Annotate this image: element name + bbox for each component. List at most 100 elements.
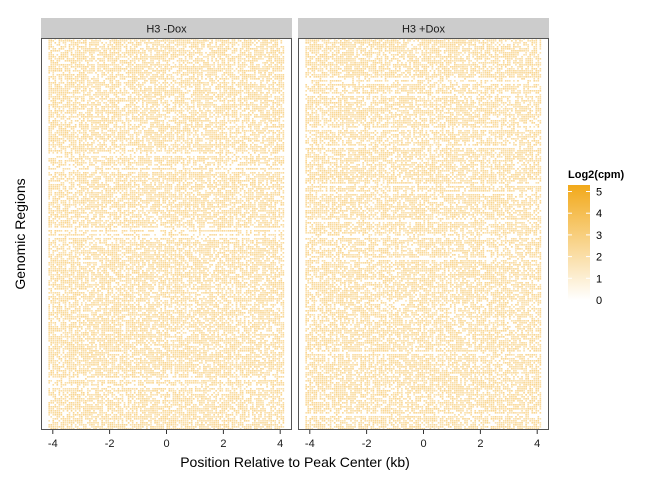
heatmap-cell [162, 138, 165, 140]
heatmap-cell [109, 44, 112, 46]
heatmap-cell [50, 150, 53, 152]
heatmap-cell [225, 76, 228, 78]
heatmap-cell [258, 128, 260, 130]
heatmap-cell [107, 148, 110, 150]
heatmap-cell [162, 46, 165, 48]
heatmap-cell [274, 118, 277, 120]
heatmap-cell [68, 160, 71, 162]
heatmap-cell [221, 52, 224, 54]
heatmap-cell [262, 98, 264, 100]
heatmap-cell [172, 160, 175, 162]
heatmap-cell [247, 48, 250, 50]
heatmap-cell [203, 156, 205, 158]
heatmap-cell [123, 148, 126, 150]
heatmap-cell [162, 108, 165, 110]
heatmap-cell [91, 124, 93, 126]
heatmap-cell [197, 46, 199, 48]
heatmap-cell [268, 140, 270, 142]
heatmap-cell [219, 152, 222, 154]
heatmap-cell [107, 158, 110, 160]
heatmap-cell [237, 78, 240, 80]
heatmap-cell [52, 74, 55, 76]
heatmap-cell [276, 58, 279, 60]
heatmap-cell [221, 62, 224, 64]
heatmap-cell [164, 110, 167, 112]
heatmap-cell [215, 52, 217, 54]
heatmap-cell [243, 132, 246, 134]
heatmap-cell [58, 58, 61, 60]
heatmap-cell [211, 122, 213, 124]
heatmap-cell [125, 100, 128, 102]
heatmap-cell [252, 66, 254, 68]
heatmap-cell [125, 60, 128, 62]
heatmap-cell [205, 112, 207, 114]
heatmap-cell [168, 48, 171, 50]
heatmap-cell [121, 40, 124, 42]
heatmap-cell [250, 102, 252, 104]
heatmap-cell [209, 46, 211, 48]
heatmap-cell [103, 84, 105, 86]
heatmap-cell [99, 94, 101, 96]
heatmap-cell [197, 96, 199, 98]
heatmap-cell [89, 48, 91, 50]
heatmap-cell [115, 68, 118, 70]
heatmap-cell [201, 138, 203, 140]
heatmap-cell [278, 146, 281, 148]
heatmap-cell [243, 58, 246, 60]
heatmap-cell [58, 114, 61, 116]
heatmap-cell [217, 46, 219, 48]
heatmap-cell [56, 70, 59, 72]
heatmap-cell [215, 122, 217, 124]
heatmap-cell [125, 46, 128, 48]
heatmap-cell [68, 106, 71, 108]
heatmap-cell [201, 144, 203, 146]
heatmap-cell [97, 76, 99, 78]
heatmap-cell [56, 60, 59, 62]
heatmap-cell [172, 102, 175, 104]
heatmap-cell [54, 92, 57, 94]
heatmap-cell [235, 110, 238, 112]
heatmap-cell [166, 134, 169, 136]
heatmap-cell [217, 80, 219, 82]
heatmap-cell [64, 96, 67, 98]
heatmap-cell [113, 134, 116, 136]
heatmap-cell [50, 42, 53, 44]
heatmap-cell [176, 60, 179, 62]
heatmap-cell [111, 106, 114, 108]
heatmap-cell [209, 42, 211, 44]
heatmap-cell [225, 40, 228, 42]
heatmap-cell [109, 70, 112, 72]
heatmap-cell [254, 106, 256, 108]
heatmap-cell [135, 46, 138, 48]
heatmap-cell [101, 84, 103, 86]
heatmap-cell [256, 68, 258, 70]
heatmap-cell [207, 94, 209, 96]
heatmap-cell [62, 48, 65, 50]
heatmap-cell [276, 42, 279, 44]
heatmap-cell [225, 78, 228, 80]
heatmap-cell [154, 70, 156, 72]
heatmap-cell [58, 92, 61, 94]
heatmap-cell [276, 46, 279, 48]
heatmap-cell [85, 74, 87, 76]
heatmap-cell [154, 100, 156, 102]
heatmap-cell [68, 146, 71, 148]
heatmap-cell [111, 134, 114, 136]
heatmap-cell [137, 138, 140, 140]
heatmap-cell [213, 54, 215, 56]
heatmap-cell [68, 88, 71, 90]
heatmap-cell [158, 128, 160, 130]
heatmap-cell [144, 134, 146, 136]
heatmap-cell [245, 42, 248, 44]
heatmap-cell [262, 114, 264, 116]
heatmap-cell [50, 94, 53, 96]
heatmap-cell [76, 102, 79, 104]
heatmap-cell [243, 46, 246, 48]
heatmap-cell [156, 126, 158, 128]
heatmap-cell [199, 114, 201, 116]
heatmap-cell [74, 144, 77, 146]
heatmap-cell [241, 124, 244, 126]
heatmap-cell [58, 120, 61, 122]
heatmap-cell [254, 50, 256, 52]
heatmap-cell [164, 114, 167, 116]
